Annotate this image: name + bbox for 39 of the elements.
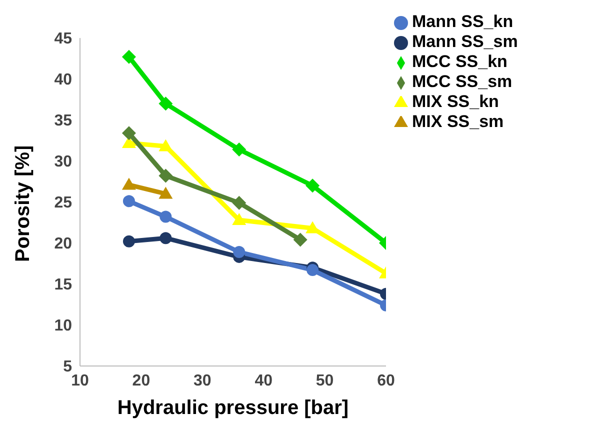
point: [122, 50, 136, 64]
y-tick-label: 25: [54, 194, 72, 212]
point: [232, 213, 246, 226]
legend-label: MIX SS_kn: [412, 92, 499, 111]
point: [232, 196, 246, 210]
point: [158, 96, 173, 111]
y-tick-label: 40: [54, 72, 72, 89]
point: [122, 126, 136, 140]
x-tick-label: 20: [132, 372, 150, 390]
y-tick-label: 20: [54, 236, 72, 253]
y-tick-label: 30: [54, 154, 72, 171]
x-tick-label: 40: [254, 372, 273, 390]
legend-label: MCC SS_kn: [412, 52, 508, 71]
y-tick-label: 10: [54, 318, 72, 335]
x-tick-label: 30: [194, 372, 212, 390]
point: [232, 142, 246, 157]
point: [293, 232, 308, 247]
point: [306, 264, 319, 276]
x-axis-title: Hydraulic pressure [bar]: [117, 397, 349, 419]
point: [122, 235, 135, 248]
legend-label: Mann SS_kn: [412, 12, 514, 31]
x-tick-label: 50: [316, 372, 334, 390]
y-tick-label: 15: [54, 276, 72, 294]
legend-label: Mann SS_sm: [412, 32, 518, 51]
y-tick-label: 5: [63, 358, 72, 376]
y-tick-label: 45: [54, 30, 72, 48]
legend-label: MIX SS_sm: [412, 112, 504, 131]
point: [160, 210, 172, 223]
point: [160, 232, 172, 244]
legend-label: MCC SS_sm: [412, 72, 512, 91]
y-axis-title: Porosity [%]: [12, 145, 34, 262]
point: [158, 168, 173, 183]
point: [306, 178, 320, 193]
x-tick-label: 60: [377, 372, 395, 390]
y-tick-label: 35: [54, 112, 72, 130]
point: [233, 246, 246, 258]
x-tick-label: 10: [71, 372, 89, 390]
point: [158, 139, 173, 152]
point: [122, 195, 135, 208]
